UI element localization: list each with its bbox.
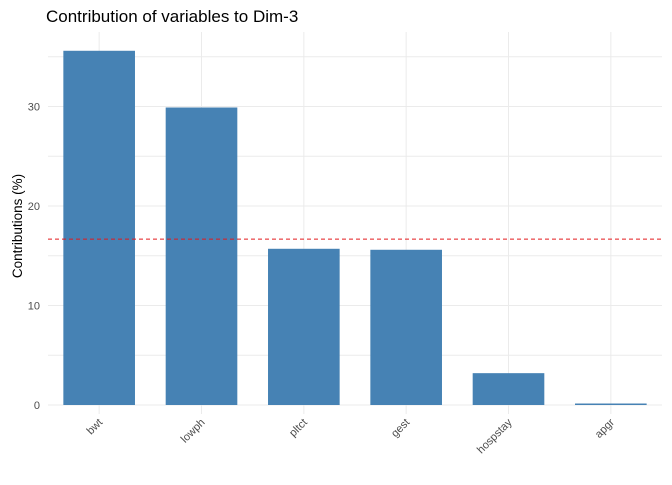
x-tick-label: bwt [85, 417, 106, 438]
bar-apgr [575, 403, 647, 405]
chart-title: Contribution of variables to Dim-3 [46, 7, 298, 26]
x-axis: bwt lowph pltct gest hospstay apgr [85, 416, 617, 456]
x-tick-label: hospstay [475, 416, 515, 456]
y-tick-label: 30 [28, 102, 40, 114]
x-tick-label: lowph [179, 417, 208, 446]
bar-pltct [268, 248, 340, 405]
bar-hospstay [472, 373, 545, 405]
y-tick-label: 0 [34, 400, 40, 412]
bar-lowph [165, 107, 238, 406]
bar-bwt [63, 50, 135, 405]
y-tick-label: 10 [28, 301, 40, 313]
bar-gest [370, 249, 442, 405]
bars-layer [63, 50, 647, 406]
y-axis-title: Contributions (%) [10, 174, 25, 278]
y-axis: 0 10 20 30 [28, 102, 40, 413]
x-tick-label: pltct [287, 417, 310, 440]
y-tick-label: 20 [28, 201, 40, 213]
grid-layer [48, 32, 662, 414]
x-tick-label: gest [389, 417, 412, 440]
x-tick-label: apgr [593, 416, 617, 440]
